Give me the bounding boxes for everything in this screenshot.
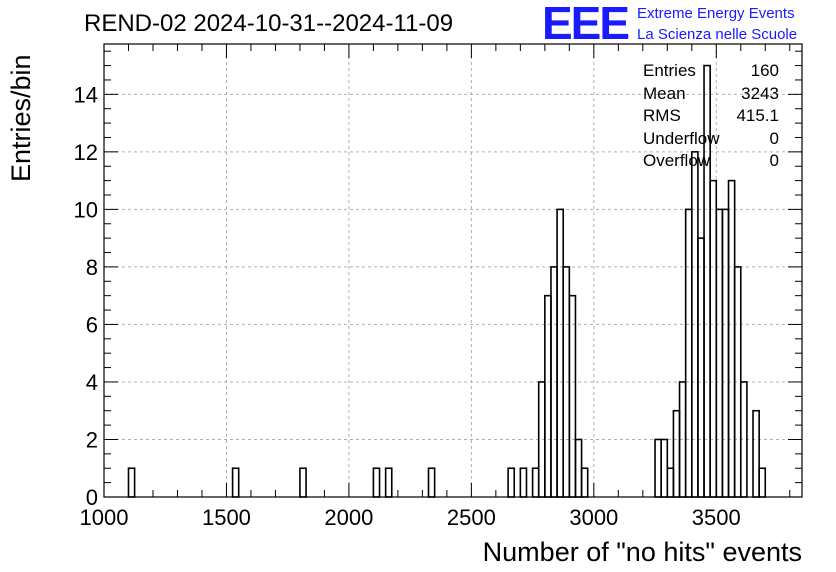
stats-label: Overflow bbox=[643, 151, 711, 170]
histogram-bar bbox=[231, 467, 240, 498]
y-tick-label: 2 bbox=[86, 427, 98, 452]
histogram-bar bbox=[697, 237, 705, 498]
histogram-bar bbox=[721, 208, 730, 498]
y-tick-label: 10 bbox=[74, 197, 98, 222]
stats-value: 160 bbox=[750, 61, 779, 80]
stats-label: Entries bbox=[643, 61, 696, 80]
logo-line-2: La Scienza nelle Scuole bbox=[637, 26, 798, 43]
histogram-bar bbox=[544, 294, 552, 498]
histogram-bar bbox=[752, 409, 760, 498]
stats-row-underflow: Underflow 0 bbox=[643, 128, 779, 151]
x-tick-label: 2500 bbox=[447, 505, 496, 530]
chart-title: REND-02 2024-10-31--2024-11-09 bbox=[84, 10, 454, 37]
y-axis-label: Entries/bin bbox=[6, 54, 36, 182]
histogram-bar bbox=[568, 294, 577, 498]
histogram-bar bbox=[758, 467, 767, 498]
stats-value: 0 bbox=[769, 151, 779, 170]
x-axis-label: Number of "no hits" events bbox=[482, 537, 802, 567]
y-tick-label: 8 bbox=[86, 255, 98, 280]
histogram-bar bbox=[715, 208, 724, 498]
eee-logo: EEE bbox=[542, 0, 630, 49]
x-tick-label: 3000 bbox=[569, 505, 618, 530]
x-tick-label: 1500 bbox=[202, 505, 251, 530]
histogram-bar bbox=[519, 467, 528, 498]
x-tick-label: 3500 bbox=[692, 505, 741, 530]
logo-caption: Extreme Energy Events La Scienza nelle S… bbox=[637, 3, 797, 45]
histogram-bar bbox=[372, 467, 381, 498]
histogram-bar bbox=[556, 208, 565, 498]
histogram-bar bbox=[739, 381, 748, 498]
y-tick-label: 14 bbox=[74, 82, 98, 107]
stats-row-overflow: Overflow 0 bbox=[643, 150, 779, 173]
y-tick-label: 6 bbox=[86, 312, 98, 337]
stats-row-entries: Entries 160 bbox=[643, 60, 779, 83]
histogram-bar bbox=[666, 467, 675, 498]
histogram-bar bbox=[580, 467, 589, 498]
stats-value: 415.1 bbox=[736, 106, 779, 125]
stats-label: Mean bbox=[643, 83, 686, 103]
histogram-bar bbox=[299, 467, 307, 498]
logo-line-1: Extreme Energy Events bbox=[637, 5, 795, 22]
stats-row-rms: RMS 415.1 bbox=[643, 105, 779, 128]
stats-box: Entries 160 Mean 3243 RMS 415.1 Underflow 0 Over… bbox=[643, 60, 779, 173]
stats-value: 3243 bbox=[741, 83, 779, 103]
histogram-bar bbox=[127, 467, 136, 498]
histogram-bar bbox=[727, 179, 736, 498]
histogram-bar bbox=[660, 438, 669, 498]
histogram-bar bbox=[531, 467, 540, 498]
histogram-bar bbox=[672, 409, 681, 498]
stats-label: RMS bbox=[643, 106, 681, 125]
stats-label: Underflow bbox=[643, 128, 720, 148]
plot-frame bbox=[103, 43, 803, 498]
y-tick-label: 0 bbox=[86, 485, 98, 510]
histogram-bar bbox=[684, 208, 693, 498]
histogram-bar bbox=[427, 467, 436, 498]
x-tick-label: 2000 bbox=[324, 505, 373, 530]
stats-value: 0 bbox=[769, 128, 779, 148]
histogram-bar bbox=[384, 467, 393, 498]
histogram-bar bbox=[507, 467, 516, 498]
x-tick-label: 1000 bbox=[80, 505, 129, 530]
histogram-bar bbox=[709, 179, 718, 498]
histogram-bar bbox=[654, 438, 662, 498]
stats-row-mean: Mean 3243 bbox=[643, 83, 779, 106]
histogram-bar bbox=[574, 438, 583, 498]
y-tick-label: 12 bbox=[74, 140, 98, 165]
y-tick-label: 4 bbox=[86, 370, 98, 395]
